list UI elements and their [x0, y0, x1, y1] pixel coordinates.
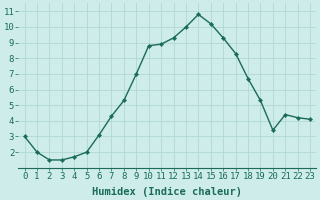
X-axis label: Humidex (Indice chaleur): Humidex (Indice chaleur)	[92, 186, 242, 197]
